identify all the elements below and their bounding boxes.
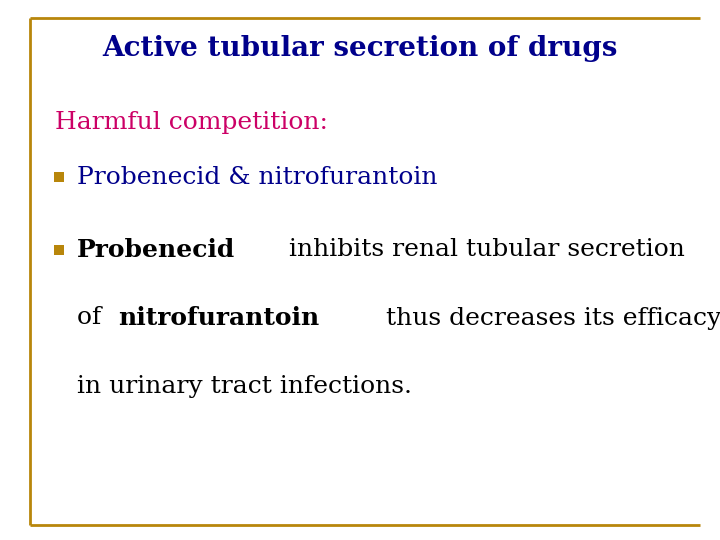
Text: Probenecid: Probenecid [77,238,235,262]
Text: inhibits renal tubular secretion: inhibits renal tubular secretion [282,239,685,261]
Text: nitrofurantoin: nitrofurantoin [119,306,320,330]
Text: Harmful competition:: Harmful competition: [55,111,328,133]
Text: in urinary tract infections.: in urinary tract infections. [77,375,412,397]
Text: Probenecid & nitrofurantoin: Probenecid & nitrofurantoin [77,165,438,188]
Text: thus decreases its efficacy: thus decreases its efficacy [378,307,720,329]
Text: of: of [77,307,109,329]
Text: Active tubular secretion of drugs: Active tubular secretion of drugs [102,35,618,62]
